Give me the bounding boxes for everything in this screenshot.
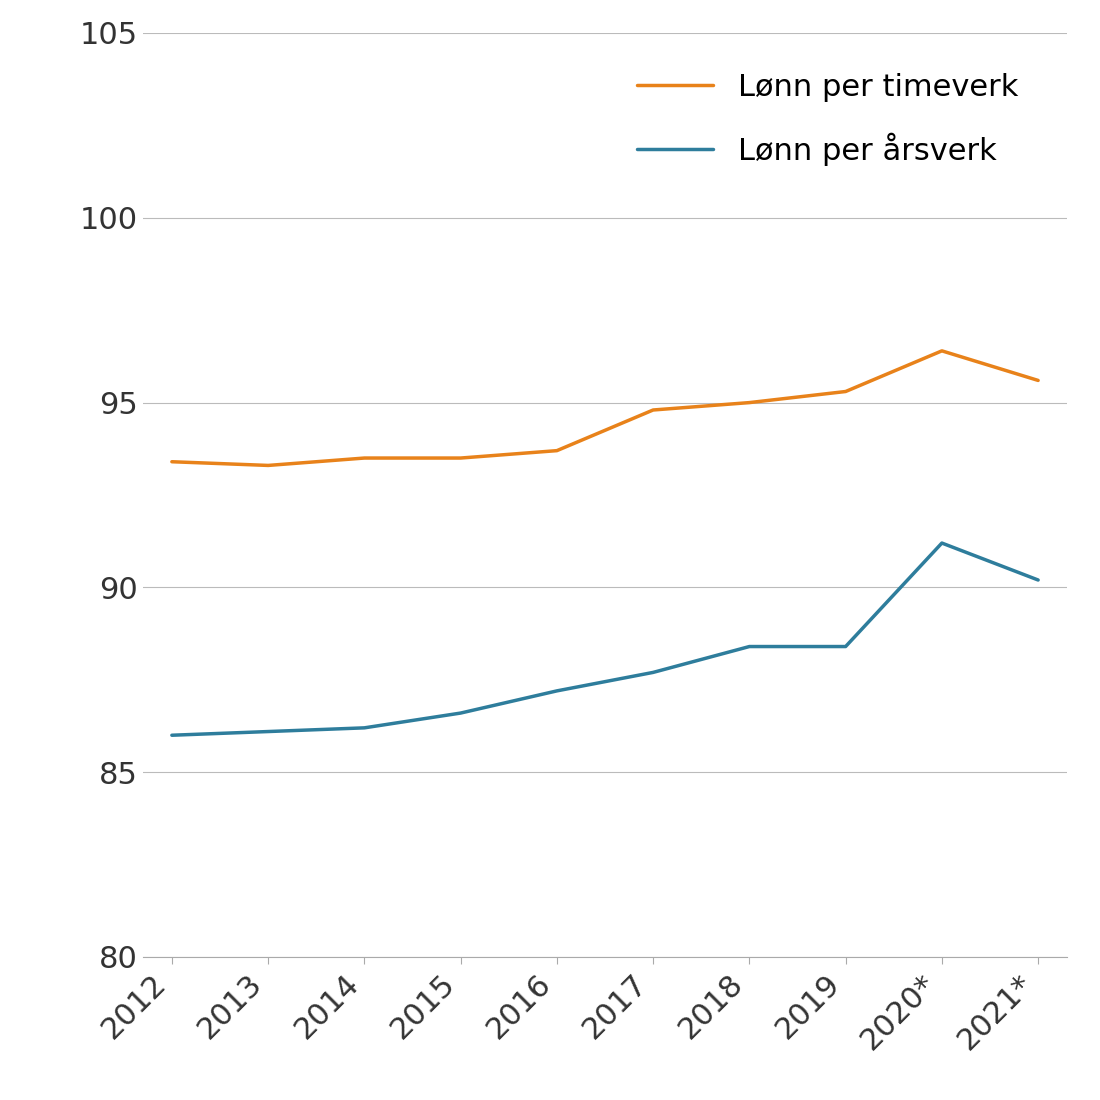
Lønn per årsverk (742, 640, 756, 653)
Line: Lønn per årsverk: Lønn per årsverk (172, 543, 1038, 735)
Lønn per årsverk (935, 537, 948, 550)
Legend: Lønn per timeverk, Lønn per årsverk: Lønn per timeverk, Lønn per årsverk (621, 57, 1033, 180)
Lønn per årsverk (1032, 573, 1045, 586)
Lønn per årsverk (454, 706, 467, 719)
Lønn per årsverk (358, 722, 371, 735)
Lønn per årsverk (647, 666, 660, 679)
Lønn per timeverk (262, 459, 275, 472)
Lønn per timeverk (1032, 374, 1045, 387)
Lønn per årsverk (165, 728, 178, 741)
Line: Lønn per timeverk: Lønn per timeverk (172, 351, 1038, 465)
Lønn per timeverk (647, 404, 660, 417)
Lønn per årsverk (262, 725, 275, 738)
Lønn per timeverk (165, 455, 178, 469)
Lønn per timeverk (742, 396, 756, 409)
Lønn per timeverk (935, 344, 948, 358)
Lønn per timeverk (454, 451, 467, 464)
Lønn per årsverk (839, 640, 853, 653)
Lønn per timeverk (550, 444, 563, 458)
Lønn per årsverk (550, 684, 563, 697)
Lønn per timeverk (358, 451, 371, 464)
Lønn per timeverk (839, 385, 853, 398)
